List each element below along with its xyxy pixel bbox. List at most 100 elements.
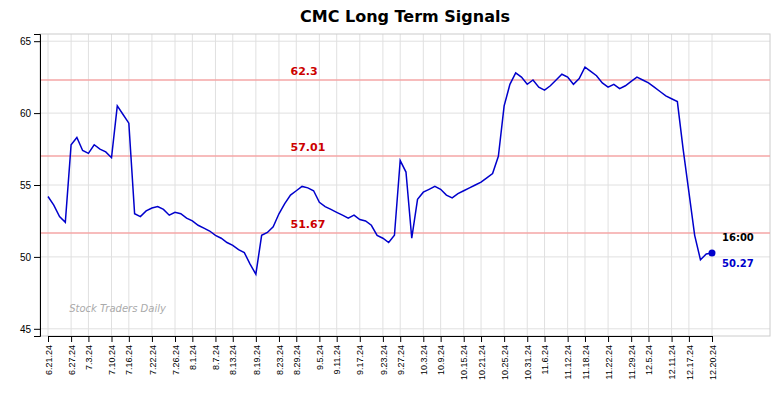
grid-line-y: [40, 185, 770, 186]
grid-line-y: [40, 256, 770, 257]
x-tick-mark: [423, 336, 424, 342]
x-tick-mark: [48, 336, 49, 342]
x-tick-label: 7.3.24: [84, 345, 94, 370]
x-tick: 8.7.24: [211, 336, 221, 370]
x-tick-mark: [279, 336, 280, 342]
chart: CMC Long Term Signals6.21.246.27.247.3.2…: [0, 0, 784, 398]
x-tick: 9.27.24: [396, 336, 406, 375]
x-tick: 10.9.24: [436, 336, 446, 375]
y-tick: 65: [20, 36, 40, 47]
x-tick: 12.20.24: [708, 336, 718, 380]
x-tick-mark: [112, 336, 113, 342]
x-tick-label: 11.29.24: [627, 345, 637, 379]
x-tick: 7.3.24: [84, 336, 94, 370]
x-tick-label: 7.10.24: [107, 345, 117, 375]
x-tick-mark: [360, 336, 361, 342]
x-tick-mark: [319, 336, 320, 342]
x-tick-mark: [383, 336, 384, 342]
x-tick-label: 8.19.24: [252, 345, 262, 375]
watermark: Stock Traders Daily: [69, 303, 167, 314]
y-tick-mark: [34, 185, 40, 186]
x-tick-mark: [441, 336, 442, 342]
time-annotation: 16:00: [722, 232, 754, 243]
annotations: 62.357.0151.67Stock Traders Daily16:0050…: [69, 65, 754, 314]
x-axis: 6.21.246.27.247.3.247.10.247.16.247.22.2…: [44, 336, 718, 380]
x-tick-label: 10.15.24: [459, 345, 469, 380]
x-tick: 11.6.24: [540, 336, 550, 374]
x-tick-mark: [400, 336, 401, 342]
x-tick: 8.19.24: [252, 336, 262, 375]
x-tick: 11.12.24: [563, 336, 573, 379]
y-axis: 4550556065: [20, 35, 41, 337]
x-tick-mark: [175, 336, 176, 342]
x-tick-mark: [712, 336, 713, 342]
x-tick-label: 12.11.24: [667, 345, 677, 379]
signal-label: 62.3: [291, 65, 318, 78]
grid: [40, 34, 770, 336]
x-tick-mark: [215, 336, 216, 342]
x-tick-label: 11.12.24: [563, 345, 573, 379]
x-tick-mark: [192, 336, 193, 342]
x-tick-label: 10.31.24: [523, 345, 533, 380]
y-tick-label: 60: [20, 108, 32, 119]
x-tick-mark: [88, 336, 89, 342]
x-tick-mark: [233, 336, 234, 342]
grid-line-y: [40, 41, 770, 42]
x-tick-mark: [631, 336, 632, 342]
x-tick: 10.15.24: [459, 336, 469, 380]
x-tick-mark: [672, 336, 673, 342]
x-tick-label: 9.5.24: [315, 345, 325, 370]
x-tick-label: 7.22.24: [148, 345, 158, 375]
signal-label: 57.01: [291, 141, 326, 154]
x-tick-label: 12.5.24: [644, 345, 654, 375]
x-tick-label: 8.7.24: [211, 345, 221, 370]
x-tick-label: 11.22.24: [604, 345, 614, 379]
x-tick-mark: [568, 336, 569, 342]
x-tick-label: 8.13.24: [228, 345, 238, 375]
signal-line: [40, 155, 770, 157]
last-point: [709, 250, 716, 257]
x-tick: 7.10.24: [107, 336, 117, 375]
x-tick: 7.16.24: [124, 336, 134, 375]
title: CMC Long Term Signals: [300, 7, 510, 26]
x-tick-mark: [504, 336, 505, 342]
x-tick: 12.5.24: [644, 336, 654, 375]
x-tick-mark: [129, 336, 130, 342]
x-tick-label: 9.17.24: [355, 345, 365, 375]
signal-line: [40, 232, 770, 234]
y-axis-line: [34, 35, 41, 337]
y-tick-mark: [34, 41, 40, 42]
signal-line: [40, 79, 770, 81]
x-tick-mark: [256, 336, 257, 342]
x-tick-mark: [71, 336, 72, 342]
x-tick: 7.26.24: [171, 336, 181, 375]
x-tick-label: 7.16.24: [124, 345, 134, 375]
line: [48, 67, 712, 274]
x-tick-label: 9.27.24: [396, 345, 406, 375]
x-tick-mark: [527, 336, 528, 342]
x-tick: 9.11.24: [332, 336, 342, 374]
x-tick: 7.22.24: [148, 336, 158, 375]
grid-line-y: [40, 328, 770, 329]
x-tick: 12.11.24: [667, 336, 677, 379]
x-tick-mark: [608, 336, 609, 342]
x-tick-mark: [152, 336, 153, 342]
x-tick-label: 8.1.24: [188, 345, 198, 370]
marks: [40, 67, 770, 274]
grid-line-y: [40, 113, 770, 114]
x-tick-label: 7.26.24: [171, 345, 181, 375]
y-tick-label: 55: [20, 180, 32, 191]
y-tick-label: 45: [20, 324, 32, 335]
x-tick-mark: [648, 336, 649, 342]
y-tick-mark: [34, 329, 40, 330]
x-tick: 9.17.24: [355, 336, 365, 375]
x-tick-label: 6.27.24: [67, 345, 77, 375]
x-tick: 11.29.24: [627, 336, 637, 379]
x-tick: 11.18.24: [581, 336, 591, 379]
x-tick: 12.17.24: [685, 336, 695, 380]
x-tick-label: 11.6.24: [540, 345, 550, 374]
x-tick: 11.22.24: [604, 336, 614, 379]
x-tick-label: 10.25.24: [500, 345, 510, 380]
signal-label: 51.67: [291, 218, 326, 231]
x-axis-line: [49, 337, 713, 343]
